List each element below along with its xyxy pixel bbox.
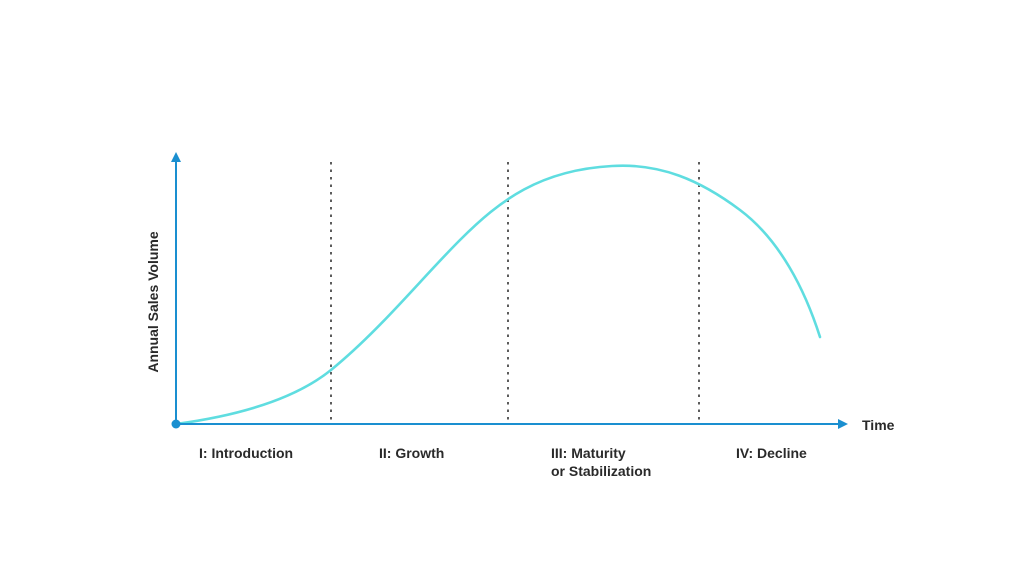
stage-label-maturity-line2: or Stabilization <box>551 463 651 479</box>
x-axis-label: Time <box>862 417 895 433</box>
stage-label-maturity-line1: III: Maturity <box>551 445 626 461</box>
stage-label-introduction: I: Introduction <box>199 445 293 461</box>
origin-dot <box>171 419 181 429</box>
sales-curve <box>174 164 822 426</box>
stage-label-growth: II: Growth <box>379 445 444 461</box>
y-axis-label: Annual Sales Volume <box>145 231 161 373</box>
stage-label-decline: IV: Decline <box>736 445 807 461</box>
